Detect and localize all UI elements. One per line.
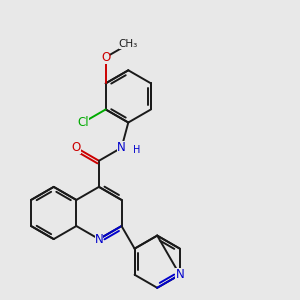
Text: O: O xyxy=(72,141,81,154)
Text: N: N xyxy=(94,232,103,246)
Text: CH₃: CH₃ xyxy=(119,39,138,49)
Text: N: N xyxy=(176,268,184,281)
Text: O: O xyxy=(101,51,110,64)
Text: H: H xyxy=(134,146,141,155)
Text: N: N xyxy=(117,141,126,154)
Text: Cl: Cl xyxy=(77,116,89,129)
